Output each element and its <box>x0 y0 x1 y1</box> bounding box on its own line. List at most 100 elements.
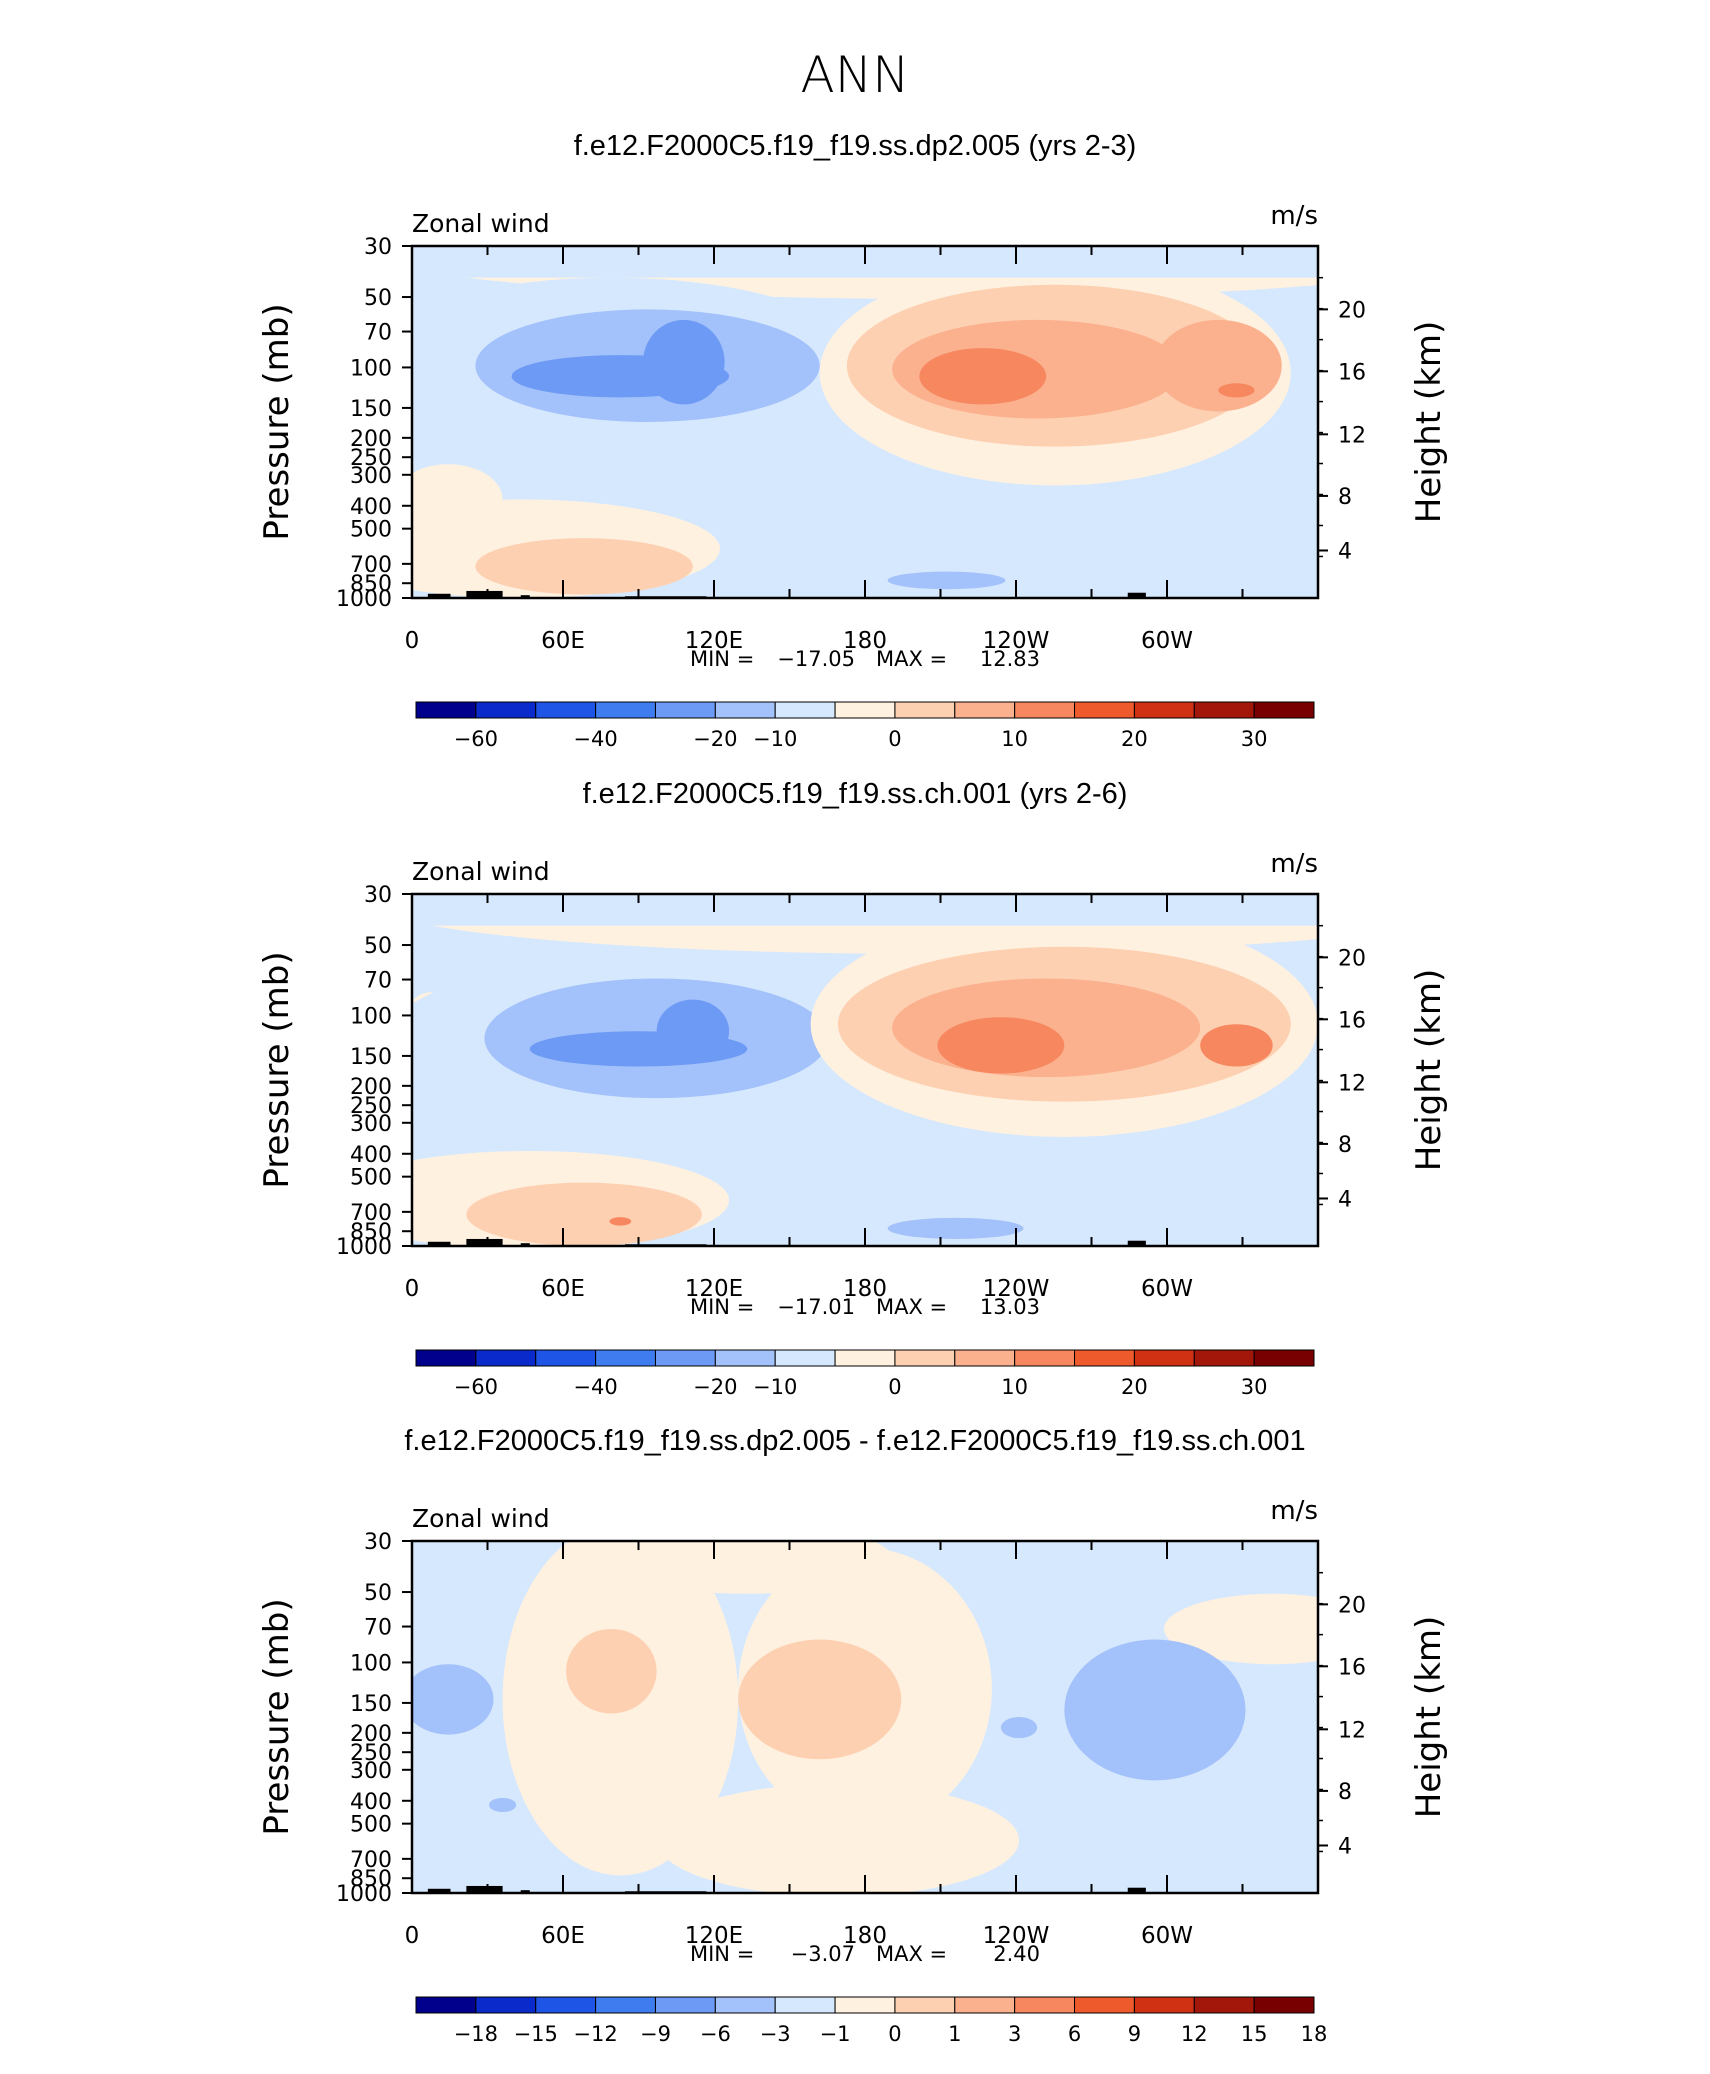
x-tick-label: 60E <box>541 628 585 654</box>
colorbar-label: −10 <box>753 727 797 751</box>
colorbar-swatch <box>415 701 477 719</box>
y-axis-label: Pressure (mb) <box>257 303 297 540</box>
y-right-axis-label: Height (km) <box>1409 1616 1449 1819</box>
y-tick-label: 400 <box>350 1790 392 1815</box>
height-tick-label: 8 <box>1338 485 1352 510</box>
height-tick-label: 12 <box>1338 1071 1366 1096</box>
colorbar-label: −9 <box>640 2022 671 2046</box>
y-tick-label: 30 <box>364 235 392 260</box>
colorbar-label: 30 <box>1241 727 1268 751</box>
colorbar-label: −3 <box>760 2022 791 2046</box>
y-tick-label: 250 <box>350 1741 392 1766</box>
colorbar-swatch <box>714 1349 776 1367</box>
y-tick-label: 150 <box>350 397 392 422</box>
colorbar-swatch <box>894 1349 956 1367</box>
colorbar-label: −15 <box>514 2022 558 2046</box>
topography <box>520 1890 530 1893</box>
y-tick-label: 850 <box>350 1220 392 1245</box>
colorbar-swatch <box>774 1349 836 1367</box>
height-tick-label: 20 <box>1338 1593 1366 1618</box>
topography <box>1127 592 1146 598</box>
colorbar-swatch <box>894 1996 956 2014</box>
topography <box>466 1238 503 1246</box>
colorbar-swatch <box>1074 701 1135 719</box>
x-tick-label: 120W <box>983 1923 1050 1949</box>
colorbar-swatch <box>1253 1996 1315 2014</box>
colorbar-swatch <box>1193 701 1255 719</box>
x-tick-label: 60W <box>1141 628 1193 654</box>
contour-region <box>466 1182 702 1246</box>
y-tick-label: 700 <box>350 553 392 578</box>
y-tick-label: 500 <box>350 518 392 543</box>
colorbar-swatch <box>415 1996 477 2014</box>
y-tick-label: 1000 <box>336 1235 392 1260</box>
max-label: MAX = <box>876 1942 947 1966</box>
colorbar-label: 1 <box>948 2022 961 2046</box>
y-tick-label: 500 <box>350 1166 392 1191</box>
y-tick-label: 400 <box>350 495 392 520</box>
colorbar-label: −60 <box>454 727 498 751</box>
colorbar-label: 9 <box>1128 2022 1141 2046</box>
colorbar-swatch <box>714 1996 776 2014</box>
contour-region <box>1218 383 1255 398</box>
height-tick-label: 8 <box>1338 1133 1352 1158</box>
height-tick-label: 12 <box>1338 1718 1366 1743</box>
chart-panel-3: f.e12.F2000C5.f19_f19.ss.dp2.005 - f.e12… <box>257 1425 1449 2046</box>
x-tick-label: 60E <box>541 1923 585 1949</box>
y-tick-label: 100 <box>350 356 392 381</box>
colorbar-swatch <box>774 701 836 719</box>
min-label: MIN = <box>690 1295 754 1319</box>
units-label: m/s <box>1270 849 1318 879</box>
colorbar-swatch <box>834 1349 896 1367</box>
colorbar-label: −20 <box>693 727 737 751</box>
colorbar-swatch <box>714 701 776 719</box>
y-axis-label: Pressure (mb) <box>257 1598 297 1835</box>
colorbar-swatch <box>535 1349 597 1367</box>
x-tick-label: 120E <box>685 1276 743 1302</box>
y-tick-label: 70 <box>364 321 392 346</box>
y-tick-label: 100 <box>350 1651 392 1676</box>
contour-region <box>489 1797 517 1813</box>
colorbar-swatch <box>834 1996 896 2014</box>
colorbar-swatch <box>654 1996 716 2014</box>
y-tick-label: 300 <box>350 464 392 489</box>
height-tick-label: 16 <box>1338 360 1366 385</box>
y-tick-label: 300 <box>350 1112 392 1137</box>
colorbar-label: 20 <box>1121 1375 1148 1399</box>
contour-region <box>1200 1024 1273 1067</box>
contour-region <box>887 571 1006 590</box>
colorbar-swatch <box>1014 701 1076 719</box>
max-value: 13.03 <box>980 1295 1040 1319</box>
max-label: MAX = <box>876 647 947 671</box>
x-tick-label: 120W <box>983 1276 1050 1302</box>
contour-region <box>919 348 1047 405</box>
contour-field <box>412 246 1318 598</box>
contour-region <box>738 1639 902 1760</box>
colorbar-label: −18 <box>454 2022 498 2046</box>
y-tick-label: 70 <box>364 969 392 994</box>
colorbar-swatch <box>654 701 716 719</box>
x-tick-label: 180 <box>843 1276 887 1302</box>
y-tick-label: 200 <box>350 1075 392 1100</box>
topography <box>466 590 503 598</box>
height-tick-label: 20 <box>1338 298 1366 323</box>
y-axis-label: Pressure (mb) <box>257 951 297 1188</box>
y-tick-label: 70 <box>364 1616 392 1641</box>
panels: f.e12.F2000C5.f19_f19.ss.dp2.005 (yrs 2-… <box>257 130 1449 2046</box>
y-tick-label: 200 <box>350 427 392 452</box>
contour-field <box>412 1541 1318 1893</box>
min-label: MIN = <box>690 1942 754 1966</box>
colorbar-label: 18 <box>1301 2022 1328 2046</box>
x-tick-label: 120E <box>685 628 743 654</box>
max-value: 2.40 <box>993 1942 1040 1966</box>
y-tick-label: 500 <box>350 1813 392 1838</box>
min-label: MIN = <box>690 647 754 671</box>
x-tick-label: 60W <box>1141 1276 1193 1302</box>
min-value: −3.07 <box>791 1942 855 1966</box>
chart-panel-2: f.e12.F2000C5.f19_f19.ss.ch.001 (yrs 2-6… <box>257 778 1449 1399</box>
y-tick-label: 850 <box>350 1867 392 1892</box>
y-tick-label: 30 <box>364 883 392 908</box>
colorbar-swatch <box>954 1349 1016 1367</box>
contour-region <box>1164 1593 1318 1665</box>
colorbar-label: 20 <box>1121 727 1148 751</box>
